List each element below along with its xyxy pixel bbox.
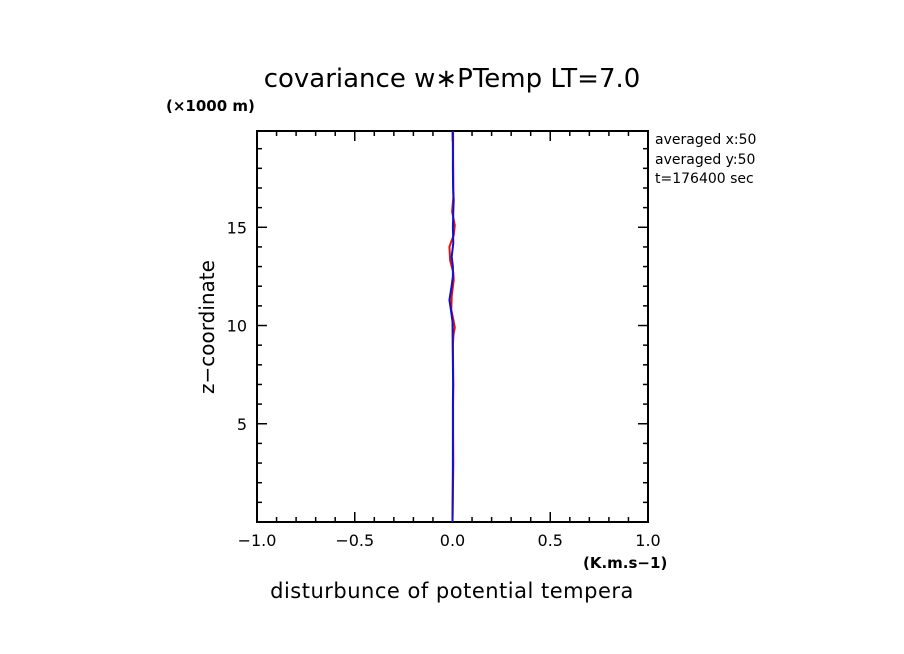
annotation-block: averaged x:50 averaged y:50 t=176400 sec [655,132,756,187]
annotation-clip-mask [777,128,837,192]
x-tick-label: −1.0 [238,531,277,550]
series-blue-line [448,130,455,523]
series-layer [448,130,456,523]
annotation-avg-y: averaged y:50 [655,152,755,168]
y-axis-label: z−coordinate [195,260,219,394]
x-axis-unit: (K.m.s−1) [583,554,667,572]
annotation-time: t=176400 sec [655,171,754,187]
y-axis-unit: (×1000 m) [166,97,255,115]
y-tick-label: 10 [227,317,247,336]
x-tick-label: −0.5 [335,531,374,550]
x-tick-label: 0.0 [440,531,465,550]
annotation-avg-x: averaged x:50 [655,132,756,148]
y-tick-label: 5 [237,415,247,434]
x-tick-label: 0.5 [538,531,563,550]
y-tick-label: 15 [227,218,247,237]
x-axis-label: disturbunce of potential tempera [270,579,634,603]
chart-title: covariance w∗PTemp LT=7.0 [264,64,641,94]
x-tick-label: 1.0 [635,531,660,550]
tick-labels: −1.0 −0.5 0.0 0.5 1.0 5 10 15 [227,218,661,550]
